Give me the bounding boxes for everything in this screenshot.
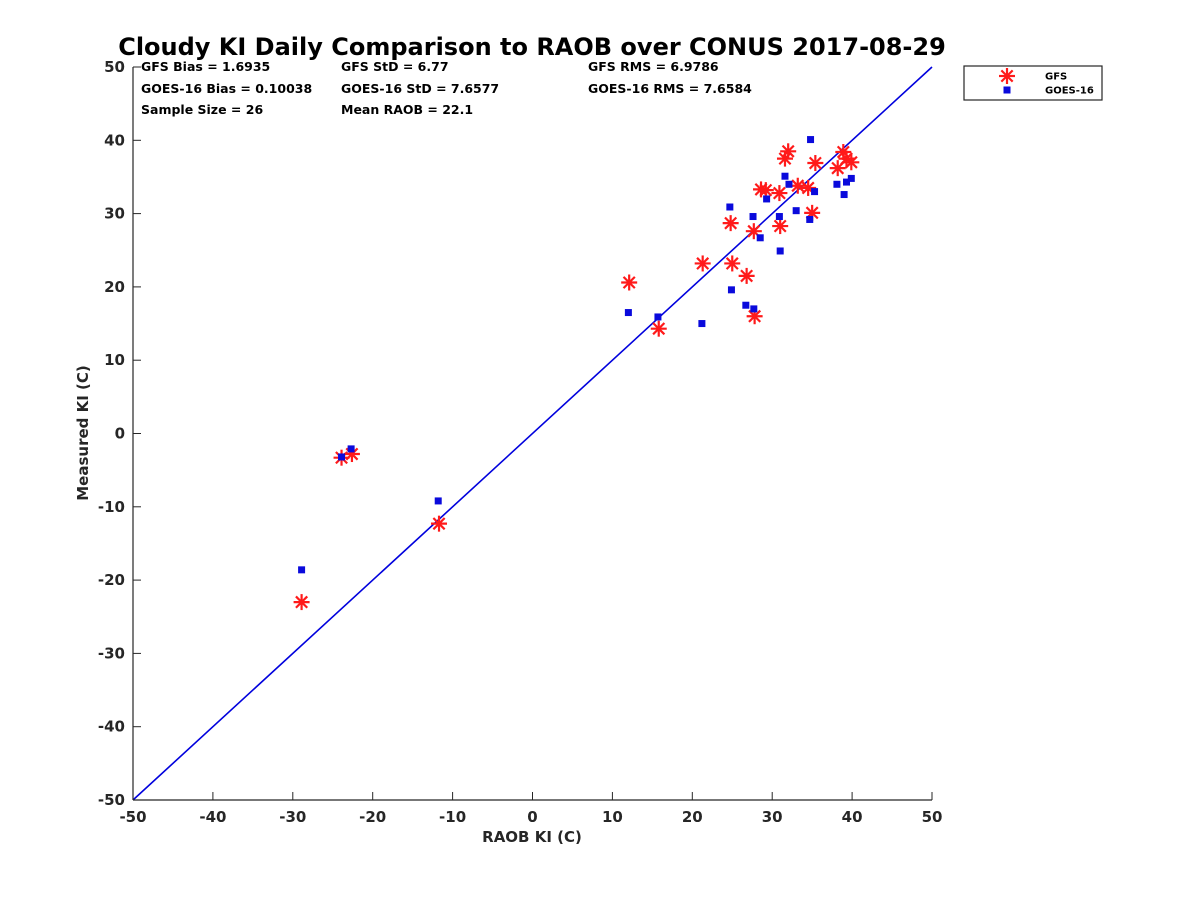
gfs-point (431, 515, 448, 532)
goes-16-point (792, 207, 800, 215)
goes-16-point (763, 195, 771, 203)
stat-text: GOES-16 RMS = 7.6584 (588, 81, 752, 96)
y-tick-label: 50 (104, 58, 125, 76)
stat-text: Mean RAOB = 22.1 (341, 102, 473, 117)
x-tick-label: 40 (842, 808, 863, 826)
stat-text: Sample Size = 26 (141, 102, 263, 117)
gfs-point (738, 267, 755, 284)
goes-16-point (843, 178, 851, 186)
chart-title: Cloudy KI Daily Comparison to RAOB over … (118, 33, 946, 61)
stats-annotations: GFS Bias = 1.6935 GFS StD = 6.77 GFS RMS =… (141, 59, 752, 117)
goes-16-point (624, 309, 632, 317)
goes-16-point (806, 215, 814, 223)
goes-16-point (756, 234, 764, 242)
axes (132, 66, 933, 801)
goes-16-point (811, 188, 819, 196)
stat-text: GFS Bias = 1.6935 (141, 59, 270, 74)
y-tick-label: -30 (98, 644, 125, 662)
y-tick-label: -40 (98, 718, 125, 736)
reference-line-group (132, 66, 933, 801)
goes-16-series (298, 136, 855, 574)
x-tick-labels: -50 -40 -30 -20 -10 0 10 20 30 40 50 (119, 808, 942, 826)
gfs-point (843, 154, 860, 171)
gfs-point (293, 594, 310, 611)
gfs-point (724, 255, 741, 272)
goes-16-point (776, 247, 784, 255)
y-tick-label: -20 (98, 571, 125, 589)
goes-16-point (347, 445, 355, 453)
goes-16-point (698, 320, 706, 328)
x-tick-label: 10 (602, 808, 623, 826)
x-tick-label: -10 (439, 808, 466, 826)
stat-text: GOES-16 StD = 7.6577 (341, 81, 499, 96)
y-tick-label: -50 (98, 791, 125, 809)
y-axis-label: Measured KI (C) (74, 365, 92, 501)
goes-16-point (785, 180, 793, 188)
x-axis-label: RAOB KI (C) (482, 828, 582, 846)
goes-16-point (654, 313, 662, 321)
x-tick-label: 30 (762, 808, 783, 826)
gfs-point (780, 143, 797, 160)
legend: GFS GOES-16 (963, 65, 1103, 101)
goes-16-point (840, 191, 848, 199)
y-tick-label: 30 (104, 205, 125, 223)
y-tick-label: 10 (104, 351, 125, 369)
gfs-point (771, 185, 788, 202)
gfs-point (807, 155, 824, 172)
goes-16-point (742, 301, 750, 309)
y-tick-label: -10 (98, 498, 125, 516)
gfs-point (722, 215, 739, 232)
x-tick-label: 50 (922, 808, 943, 826)
goes-16-point (807, 136, 815, 144)
gfs-point (694, 255, 711, 272)
y-tick-labels: 50 40 30 20 10 0 -10 -20 -30 -40 -50 (98, 58, 125, 809)
one-to-one-line (132, 66, 933, 801)
x-tick-label: -40 (199, 808, 226, 826)
gfs-point (621, 274, 638, 291)
legend-goes-16-label: GOES-16 (1045, 86, 1094, 97)
goes-16-point (750, 305, 758, 313)
x-tick-label: -20 (359, 808, 386, 826)
goes-16-point (338, 453, 346, 461)
gfs-point (835, 144, 852, 161)
gfs-series (293, 143, 860, 611)
goes-16-point (847, 174, 855, 182)
stat-text: GOES-16 Bias = 0.10038 (141, 81, 312, 96)
y-tick-label: 40 (104, 131, 125, 149)
goes-16-point (298, 566, 306, 574)
x-tick-label: -50 (119, 808, 146, 826)
gfs-point (772, 218, 789, 235)
stat-text: GFS RMS = 6.9786 (588, 59, 719, 74)
x-tick-label: 20 (682, 808, 703, 826)
stat-text: GFS StD = 6.77 (341, 59, 449, 74)
gfs-point (746, 308, 763, 325)
legend-gfs-label: GFS (1045, 72, 1067, 83)
goes-16-point (726, 203, 734, 211)
goes-16-point (727, 286, 735, 294)
y-tick-label: 20 (104, 278, 125, 296)
goes-16-point (833, 180, 841, 188)
legend-goes-16-marker (1003, 86, 1011, 94)
y-tick-label: 0 (115, 425, 125, 443)
goes-16-point (749, 213, 757, 221)
legend-box (963, 65, 1103, 101)
goes-16-point (781, 172, 789, 180)
x-tick-label: -30 (279, 808, 306, 826)
goes-16-point (434, 497, 442, 505)
gfs-point (650, 320, 667, 337)
goes-16-point (775, 213, 783, 221)
x-tick-label: 0 (527, 808, 537, 826)
legend-gfs-marker (999, 68, 1015, 84)
